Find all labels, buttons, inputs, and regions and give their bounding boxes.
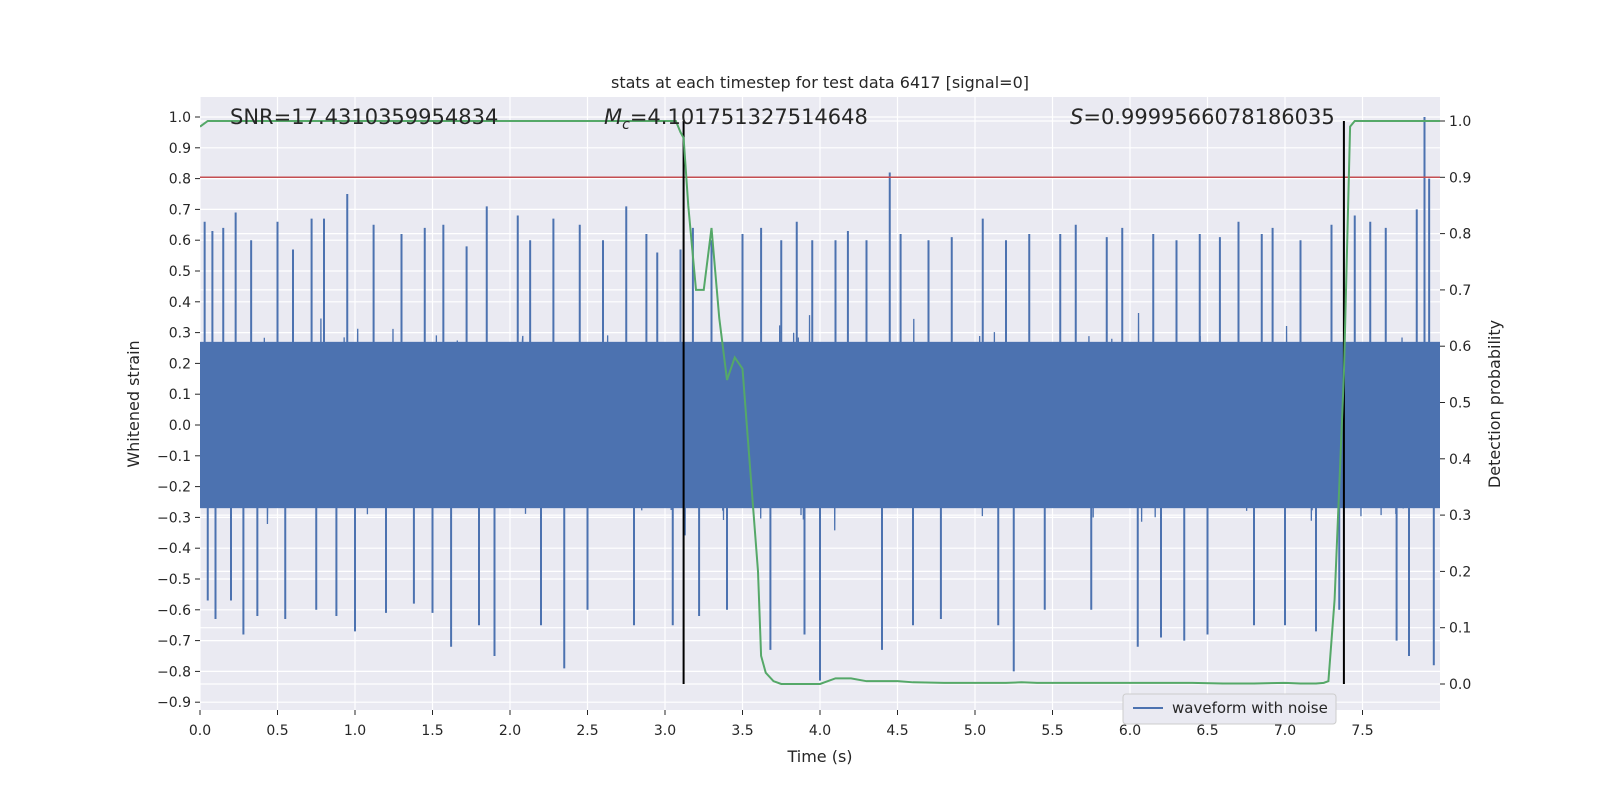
y2-tick-label: 1.0	[1449, 114, 1471, 130]
y2-tick-label: 0.0	[1449, 677, 1471, 693]
overlay-layer	[200, 120, 1440, 685]
mc-annotation: Mc=4.101751327514648	[604, 105, 868, 133]
mc-value: =4.101751327514648	[630, 105, 868, 129]
y-tick-label: −0.2	[157, 480, 191, 496]
y-tick-label: 0.6	[169, 233, 191, 249]
legend-box	[1122, 693, 1337, 725]
x-tick-label: 6.0	[1119, 723, 1141, 739]
y-tick-label: 0.1	[169, 387, 191, 403]
mc-symbol: M	[604, 105, 622, 129]
y-tick-label: 0.2	[169, 356, 191, 372]
x-tick-label: 6.5	[1196, 723, 1218, 739]
chart-title: stats at each timestep for test data 641…	[611, 73, 1029, 92]
y-tick-label: 0.5	[169, 264, 191, 280]
y-tick-label: −0.1	[157, 449, 191, 465]
y-tick-label: −0.7	[157, 634, 191, 650]
y2-tick-label: 0.5	[1449, 396, 1471, 412]
y-tick-label: −0.6	[157, 603, 191, 619]
y-tick-label: 0.4	[169, 295, 191, 311]
x-tick-label: 3.0	[654, 723, 676, 739]
y2-axis-label: Detection probability	[1485, 320, 1504, 488]
x-tick-label: 0.5	[266, 723, 288, 739]
y2-tick-label: 0.7	[1449, 283, 1471, 299]
legend: waveform with noise	[1122, 693, 1337, 725]
x-tick-label: 7.0	[1274, 723, 1296, 739]
x-tick-label: 5.0	[964, 723, 986, 739]
x-tick-label: 4.5	[886, 723, 908, 739]
y-tick-label: −0.3	[157, 510, 191, 526]
y-tick-label: 0.3	[169, 326, 191, 342]
x-axis-label: Time (s)	[786, 747, 852, 766]
y-tick-label: 0.9	[169, 141, 191, 157]
y-tick-label: −0.5	[157, 572, 191, 588]
mc-subscript: c	[622, 117, 630, 133]
s-annotation: S=0.9999566078186035	[1070, 105, 1335, 129]
s-value: =0.9999566078186035	[1083, 105, 1334, 129]
y-tick-label: 0.0	[169, 418, 191, 434]
x-tick-label: 5.5	[1041, 723, 1063, 739]
x-tick-label: 4.0	[809, 723, 831, 739]
y2-tick-label: 0.6	[1449, 339, 1471, 355]
y2-tick-label: 0.8	[1449, 227, 1471, 243]
y2-tick-label: 0.9	[1449, 170, 1471, 186]
axis-layer: 0.0 0.5 1.0 1.5 2.0 2.5 3.0 3.5 4.0 4.5 5.0 5.5 6.0 6…	[157, 110, 1471, 739]
x-tick-label: 7.5	[1351, 723, 1373, 739]
x-tick-label: 2.0	[499, 723, 521, 739]
x-tick-label: 0.0	[189, 723, 211, 739]
s-symbol: S	[1070, 105, 1083, 129]
y2-tick-label: 0.4	[1449, 452, 1471, 468]
x-tick-label: 1.5	[421, 723, 443, 739]
legend-label: waveform with noise	[1172, 699, 1328, 717]
y2-tick-label: 0.3	[1449, 508, 1471, 524]
x-tick-label: 3.5	[731, 723, 753, 739]
waveform-layer	[200, 117, 1440, 681]
y-tick-label: −0.8	[157, 664, 191, 680]
snr-annotation: SNR=17.4310359954834	[230, 105, 498, 129]
y-tick-label: 0.8	[169, 172, 191, 188]
y-tick-label: 0.7	[169, 202, 191, 218]
y2-tick-label: 0.2	[1449, 564, 1471, 580]
x-tick-label: 2.5	[576, 723, 598, 739]
y-tick-label: −0.9	[157, 695, 191, 711]
y-tick-label: 1.0	[169, 110, 191, 126]
probability-line	[200, 120, 1440, 685]
y-axis-label: Whitened strain	[124, 340, 143, 467]
y2-tick-label: 0.1	[1449, 621, 1471, 637]
x-tick-label: 1.0	[344, 723, 366, 739]
y-tick-label: −0.4	[157, 541, 191, 557]
